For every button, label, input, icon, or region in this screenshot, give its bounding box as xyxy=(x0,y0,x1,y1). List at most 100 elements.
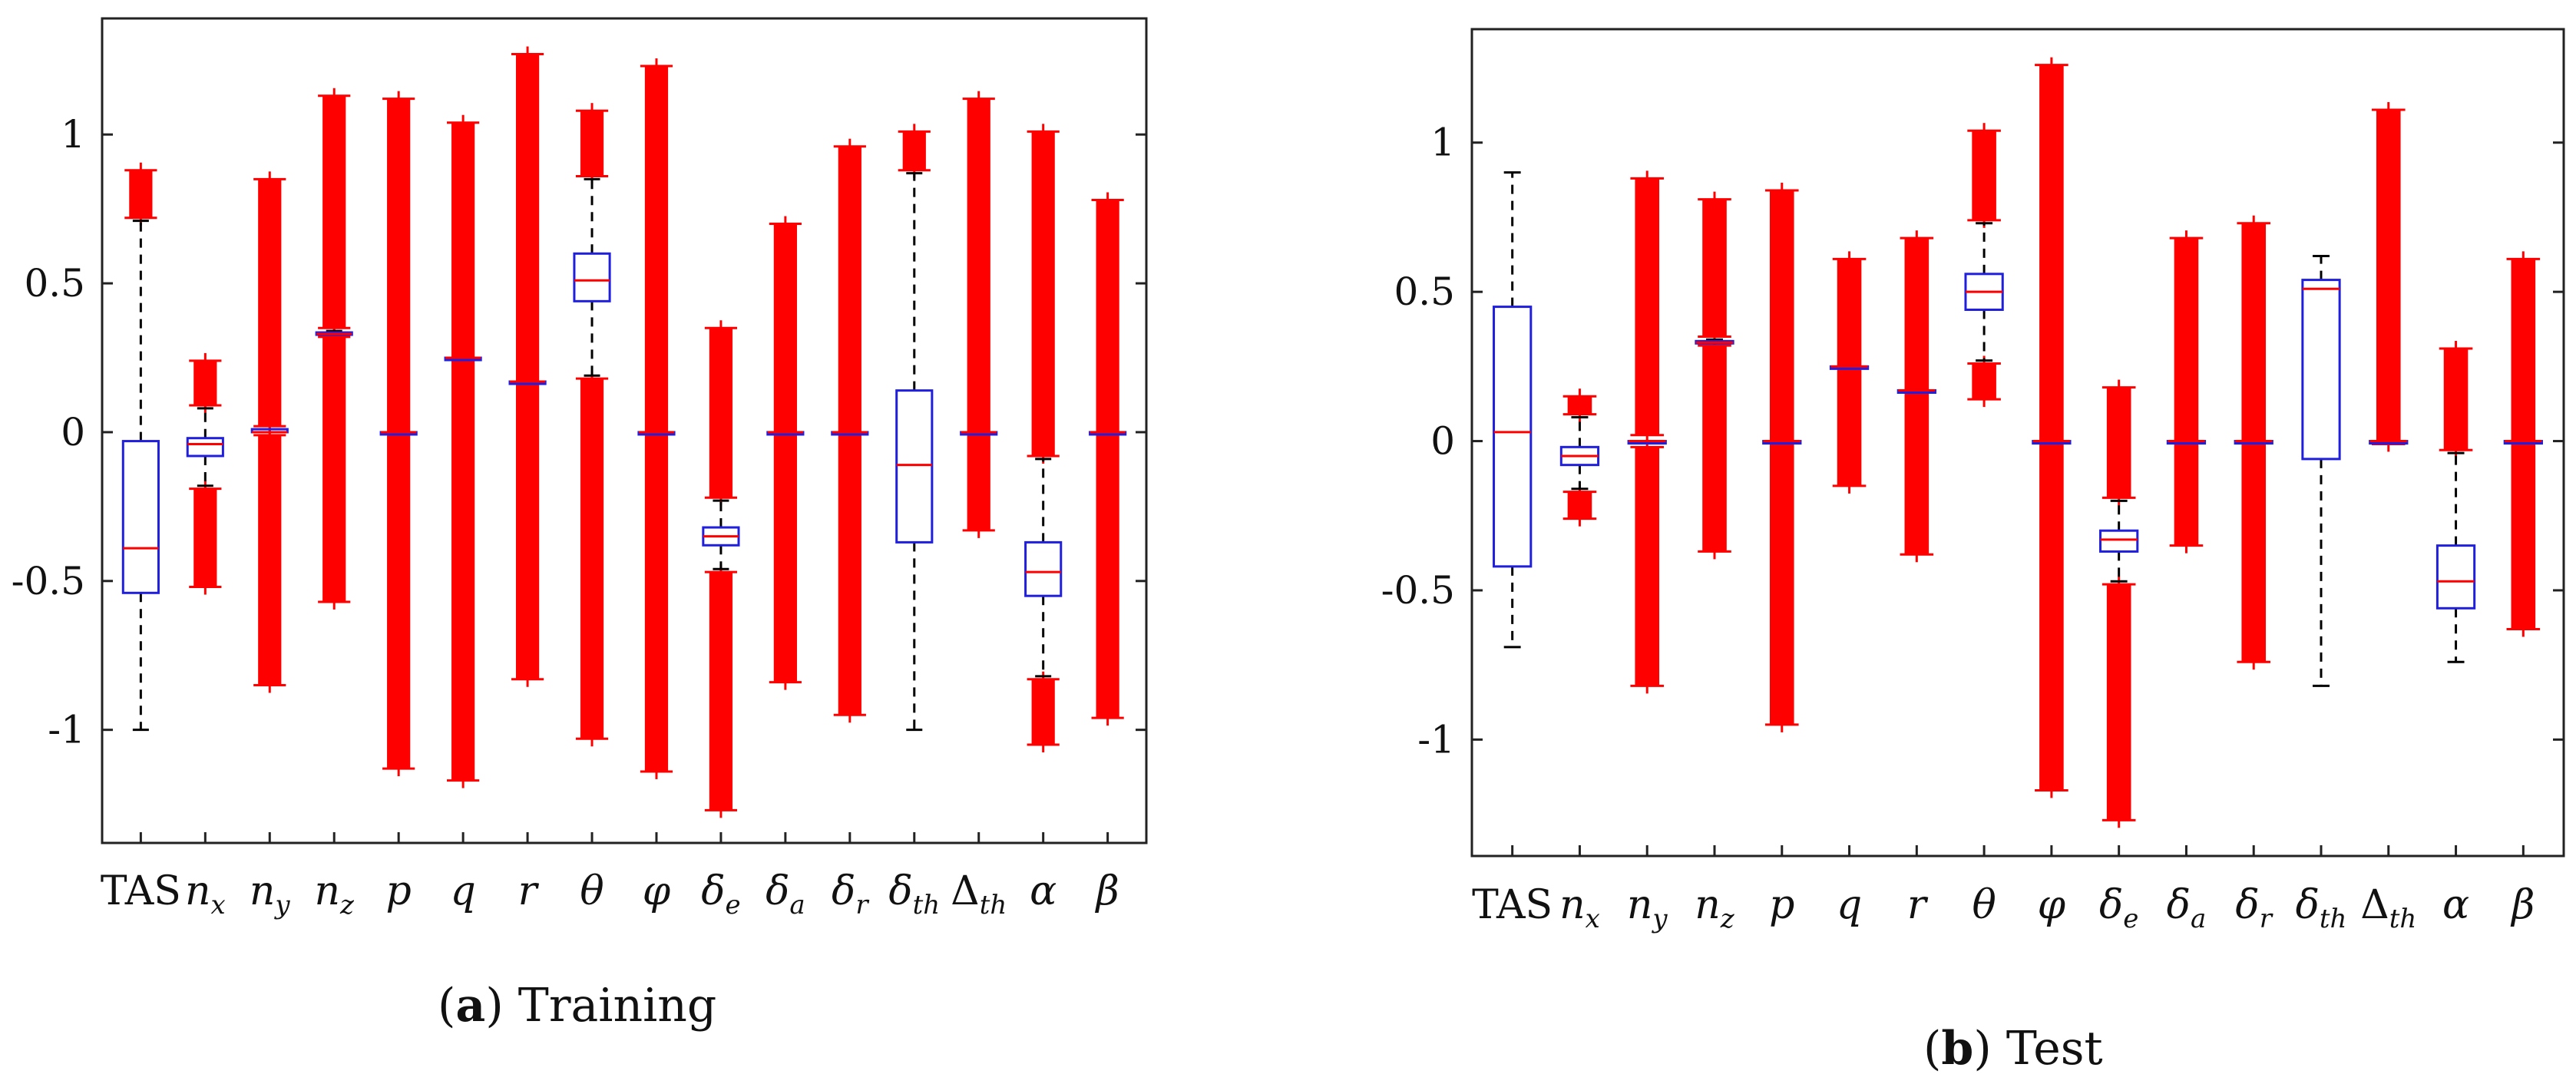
training-outliers-10-0 xyxy=(773,223,797,682)
test-box-8: φ xyxy=(2032,57,2072,928)
training-outliers-14-0 xyxy=(1031,131,1055,456)
test-box-13: Δth xyxy=(2360,101,2416,934)
test-outliers-3-0 xyxy=(1702,199,1727,337)
test-box-11: δr xyxy=(2234,215,2273,934)
training-outliers-8-0 xyxy=(644,66,669,772)
training-outliers-7-1 xyxy=(580,378,604,739)
training-outliers-2-0 xyxy=(258,179,282,427)
test-category-label-11: δr xyxy=(2235,882,2273,934)
training-category-label-6: r xyxy=(518,868,540,914)
training-outliers-13-0 xyxy=(967,98,990,530)
training-category-label-11: δr xyxy=(832,868,869,920)
test-box-rect-9 xyxy=(2099,529,2139,553)
training-outliers-1-1 xyxy=(193,488,217,587)
test-outliers-8-0 xyxy=(2039,64,2064,791)
caption-b-label: b xyxy=(1941,1022,1973,1076)
caption-b-text: Test xyxy=(2006,1022,2103,1076)
test-outliers-4-0 xyxy=(1769,190,1794,725)
training-box-6: r xyxy=(508,46,547,914)
training-ytick-label: 1 xyxy=(61,112,85,157)
test-ytick-label: 0.5 xyxy=(1394,269,1455,314)
training-box-1: nx xyxy=(185,352,226,920)
panel-training: -1 -0.5 0 0.5 1 TAS nx ny nz p q r θ φ δe δa δr δth Δth α β xyxy=(12,17,1148,920)
training-box-rect-1 xyxy=(186,437,224,458)
test-box-10: δa xyxy=(2167,230,2207,934)
test-box-1: nx xyxy=(1559,388,1600,934)
test-outliers-2-0 xyxy=(1635,178,1660,435)
training-box-14: α xyxy=(1024,124,1063,914)
caption-b: (b) Test xyxy=(1923,1022,2103,1076)
training-category-label-13: Δth xyxy=(951,868,1007,920)
test-box-14: α xyxy=(2435,341,2476,928)
test-box-5: q xyxy=(1829,251,1870,928)
test-outliers-9-0 xyxy=(2106,387,2131,498)
training-axes-frame xyxy=(101,17,1148,844)
training-box-4: p xyxy=(379,91,418,914)
training-box-15: β xyxy=(1089,192,1127,914)
training-box-rect-7 xyxy=(573,252,611,302)
test-category-label-4: p xyxy=(1769,882,1794,928)
test-outliers-10-0 xyxy=(2174,238,2199,546)
test-category-label-7: θ xyxy=(1972,882,1996,928)
training-category-label-4: p xyxy=(386,868,412,914)
training-category-label-0: TAS xyxy=(101,868,181,914)
training-box-9: δe xyxy=(701,320,741,920)
training-outliers-3-1 xyxy=(322,336,346,602)
training-box-5: q xyxy=(444,114,482,914)
training-outliers-15-0 xyxy=(1096,200,1119,719)
test-box-rect-0 xyxy=(1493,306,1533,568)
test-box-0: TAS xyxy=(1472,171,1553,928)
test-category-label-0: TAS xyxy=(1472,882,1553,928)
test-outliers-2-1 xyxy=(1635,447,1660,686)
test-box-12: δth xyxy=(2296,254,2346,934)
test-category-label-10: δa xyxy=(2167,882,2207,934)
training-category-label-3: nz xyxy=(315,868,355,920)
test-category-label-15: β xyxy=(2510,882,2535,928)
test-ytick-label: 0 xyxy=(1430,419,1455,464)
training-outliers-9-1 xyxy=(709,572,733,811)
training-category-label-5: q xyxy=(450,868,475,914)
test-outliers-14-0 xyxy=(2443,349,2469,451)
test-category-label-1: nx xyxy=(1559,882,1600,934)
training-outliers-2-1 xyxy=(258,435,282,686)
training-ytick-label: -0.5 xyxy=(12,559,85,603)
test-category-label-6: r xyxy=(1907,882,1929,928)
test-category-label-8: φ xyxy=(2038,882,2066,928)
test-ytick-label: -1 xyxy=(1417,717,1455,762)
training-outliers-0-0 xyxy=(129,170,153,218)
training-outliers-7-0 xyxy=(580,111,604,177)
training-category-label-14: α xyxy=(1030,868,1057,914)
training-box-8: φ xyxy=(637,58,676,914)
test-category-label-14: α xyxy=(2442,882,2469,928)
test-outliers-6-0 xyxy=(1904,238,1930,555)
training-outliers-6-0 xyxy=(515,54,540,679)
test-axes-frame xyxy=(1470,28,2565,858)
test-box-6: r xyxy=(1896,230,1936,928)
training-category-label-9: δe xyxy=(701,868,740,920)
training-ytick-label: -1 xyxy=(48,708,85,752)
training-category-label-8: φ xyxy=(643,868,671,914)
test-category-label-2: ny xyxy=(1627,882,1668,934)
training-box-rect-14 xyxy=(1024,540,1063,597)
test-category-label-9: δe xyxy=(2099,882,2138,934)
training-ytick-label: 0 xyxy=(61,410,85,454)
training-outliers-14-1 xyxy=(1031,679,1055,745)
test-ytick-label: -0.5 xyxy=(1381,568,1455,613)
training-box-rect-0 xyxy=(121,440,160,594)
training-outliers-3-0 xyxy=(322,95,346,329)
panel-test: -1 -0.5 0 0.5 1 TAS nx ny nz p q r θ φ δe δa δr δth Δth α β xyxy=(1381,28,2565,934)
training-outliers-5-0 xyxy=(451,122,475,781)
test-outliers-9-1 xyxy=(2106,584,2131,821)
test-category-label-13: Δth xyxy=(2360,882,2416,934)
training-ytick-label: 0.5 xyxy=(24,261,85,306)
training-box-3: nz xyxy=(315,88,355,920)
training-box-0: TAS xyxy=(101,162,181,914)
test-outliers-7-0 xyxy=(1972,131,1996,220)
test-outliers-1-0 xyxy=(1567,396,1592,415)
test-box-rect-14 xyxy=(2435,544,2476,610)
test-category-label-5: q xyxy=(1837,882,1862,928)
caption-a: (a) Training xyxy=(438,979,716,1033)
training-category-label-15: β xyxy=(1095,868,1119,914)
test-box-4: p xyxy=(1762,182,1802,928)
